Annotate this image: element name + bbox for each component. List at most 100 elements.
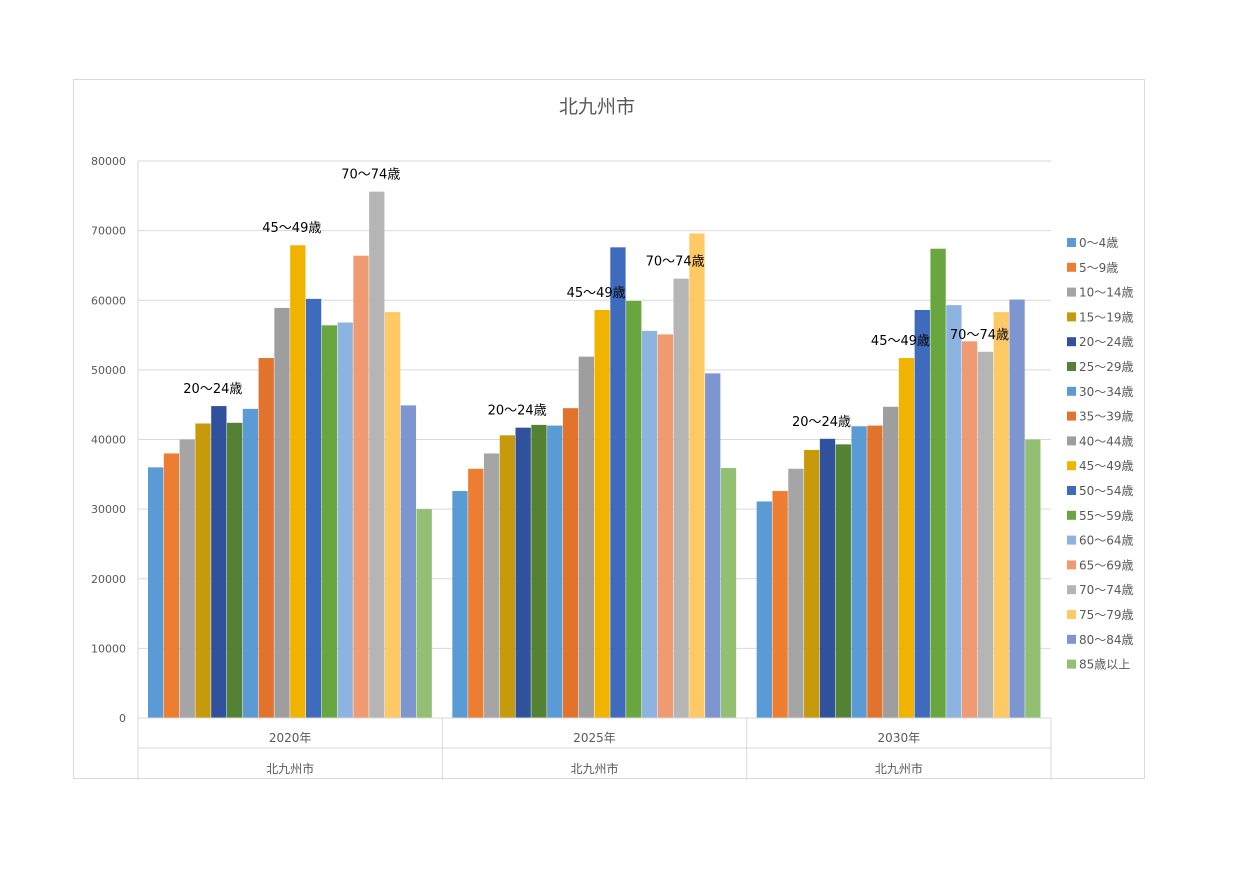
y-tick-label: 70000	[91, 225, 126, 238]
bar	[772, 491, 788, 718]
x-group-label: 北九州市	[266, 761, 314, 776]
legend-label: 35～39歳	[1079, 410, 1134, 424]
bar	[195, 423, 211, 718]
bar	[353, 255, 369, 718]
bar	[851, 426, 867, 718]
legend-label: 80～84歳	[1079, 633, 1134, 647]
bar	[531, 424, 547, 718]
bar	[242, 408, 259, 718]
bar	[689, 233, 705, 718]
annotation-label: 45～49歳	[871, 334, 930, 349]
legend-swatch	[1067, 510, 1076, 520]
bar	[515, 427, 531, 718]
bar	[274, 307, 290, 718]
bar	[163, 453, 180, 718]
bar	[867, 425, 883, 718]
bar	[788, 468, 804, 718]
legend-label: 40～44歳	[1079, 434, 1134, 448]
bar	[883, 406, 899, 718]
x-group-label: 北九州市	[570, 761, 618, 776]
annotation-label: 45～49歳	[567, 286, 626, 301]
bar	[594, 309, 610, 718]
legend-label: 25～29歳	[1079, 360, 1134, 374]
bar	[369, 191, 385, 718]
legend-swatch	[1067, 659, 1076, 669]
x-tick-label: 2025年	[573, 731, 616, 745]
bar	[946, 305, 962, 718]
chart-area: 北九州市 0 10000 20000 30000 40000 50000 60000 7000…	[73, 79, 1145, 780]
bar	[578, 356, 594, 718]
x-group-label: 北九州市	[875, 761, 923, 776]
bar	[547, 425, 563, 718]
bar	[416, 509, 432, 718]
bar	[452, 491, 468, 718]
annotation-label: 20～24歳	[488, 404, 547, 419]
legend-swatch	[1067, 411, 1076, 421]
legend-swatch	[1067, 337, 1076, 347]
bar	[626, 300, 642, 718]
annotation-label: 45～49歳	[262, 221, 321, 236]
bars	[148, 191, 1041, 719]
bar	[290, 245, 306, 718]
x-tick-label: 2030年	[878, 731, 921, 745]
x-tick-label: 2020年	[269, 731, 312, 745]
bar	[305, 298, 322, 718]
bar	[148, 467, 164, 718]
legend-swatch	[1067, 585, 1076, 595]
legend-label: 15～19歳	[1079, 310, 1134, 324]
population-bar-chart: 北九州市 0 10000 20000 30000 40000 50000 60000 7000…	[91, 96, 1134, 780]
legend-swatch	[1067, 238, 1076, 247]
bar	[804, 449, 820, 718]
legend-label: 5～9歳	[1079, 261, 1118, 275]
y-tick-label: 60000	[91, 294, 126, 307]
legend-label: 65～69歳	[1079, 558, 1134, 572]
chart-title: 北九州市	[559, 96, 635, 118]
legend-swatch	[1067, 312, 1076, 322]
y-tick-label: 30000	[91, 503, 126, 516]
annotation-label: 20～24歳	[792, 415, 851, 430]
legend-label: 70～74歳	[1079, 583, 1134, 597]
y-tick-label: 20000	[91, 573, 126, 586]
legend-swatch	[1067, 486, 1076, 495]
legend-swatch	[1067, 287, 1076, 297]
bar	[226, 422, 243, 718]
bar	[483, 453, 500, 718]
bar	[835, 444, 851, 718]
bar	[930, 248, 946, 719]
annotations: 20～24歳 45～49歳 70～74歳 20～24歳 45～49歳 70～74歳 20～2…	[183, 168, 1009, 430]
bar	[705, 373, 721, 718]
bar	[977, 351, 994, 718]
legend-swatch	[1067, 386, 1076, 396]
legend-swatch	[1067, 535, 1076, 545]
y-tick-label: 10000	[91, 642, 126, 655]
bar	[641, 330, 658, 718]
annotation-label: 70～74歳	[341, 168, 400, 183]
bar	[562, 408, 579, 718]
bar	[898, 358, 915, 718]
bar	[819, 438, 836, 718]
bar	[657, 334, 673, 718]
bar	[337, 322, 353, 718]
bar	[468, 468, 484, 718]
legend-swatch	[1067, 362, 1076, 371]
bar	[610, 247, 626, 718]
bar	[993, 312, 1009, 718]
legend-swatch	[1067, 610, 1076, 619]
bar	[258, 358, 274, 718]
legend-label: 60～64歳	[1079, 534, 1134, 548]
bar	[211, 406, 227, 718]
legend-swatch	[1067, 560, 1076, 570]
legend-label: 55～59歳	[1079, 509, 1134, 523]
annotation-label: 20～24歳	[183, 382, 242, 397]
bar	[1009, 299, 1025, 718]
bar	[179, 439, 195, 718]
bar	[962, 341, 978, 718]
legend-label: 20～24歳	[1079, 335, 1134, 349]
legend-label: 45～49歳	[1079, 459, 1134, 473]
bar	[914, 309, 930, 718]
legend-label: 30～34歳	[1079, 385, 1134, 399]
y-tick-label: 50000	[91, 364, 126, 377]
bar	[1025, 439, 1041, 718]
bar	[321, 325, 338, 718]
annotation-label: 70～74歳	[646, 255, 705, 270]
